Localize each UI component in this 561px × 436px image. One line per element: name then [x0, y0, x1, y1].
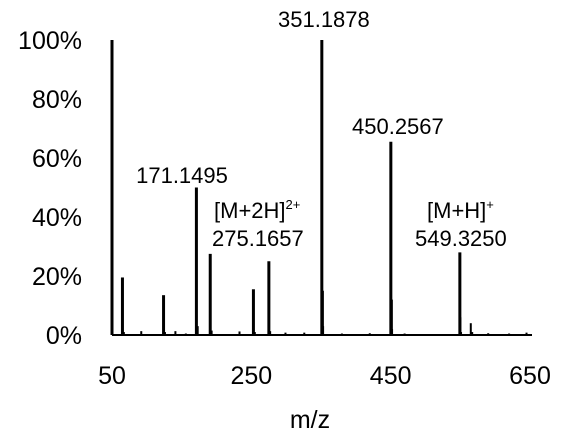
peak-annotations: 171.1495 [M+2H]2+ 275.1657 351.1878 450.2567…: [136, 7, 507, 251]
peak-annotation: [M+2H]2+: [214, 197, 300, 223]
x-tick-label: 650: [509, 362, 551, 390]
peak-annotation: 351.1878: [278, 7, 370, 32]
x-axis-label: m/z: [290, 406, 330, 434]
peak-annotation: 450.2567: [352, 114, 444, 139]
x-axis-tick-labels: 50 250 450 650: [98, 362, 551, 390]
y-tick-label: 60%: [32, 145, 82, 173]
peak-annotation: 549.3250: [415, 226, 507, 251]
y-tick-label: 20%: [32, 263, 82, 291]
peak-annotation: [M+H]+: [427, 197, 494, 223]
y-tick-label: 40%: [32, 204, 82, 232]
y-tick-label: 100%: [18, 27, 82, 55]
y-axis-tick-labels: 0% 20% 40% 60% 80% 100%: [18, 27, 82, 350]
x-tick-label: 250: [230, 362, 272, 390]
y-tick-label: 80%: [32, 86, 82, 114]
spectrum-peaks: [110, 40, 528, 335]
peak-annotation: 275.1657: [212, 226, 304, 251]
x-tick-label: 50: [98, 362, 126, 390]
peak-annotation: 171.1495: [136, 163, 228, 188]
y-tick-label: 0%: [46, 322, 82, 350]
x-tick-label: 450: [370, 362, 412, 390]
